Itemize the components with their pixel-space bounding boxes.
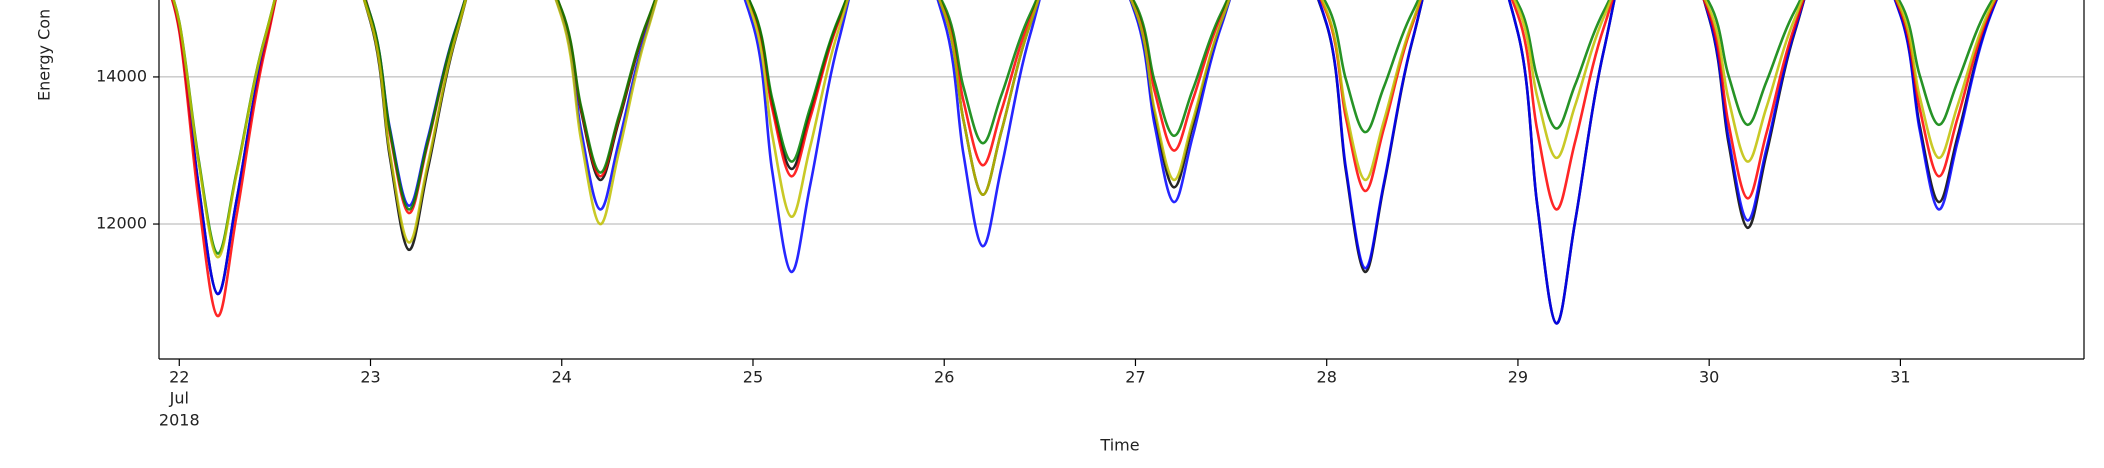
x-tick-label: 31	[1890, 368, 1910, 387]
x-axis-label: Time	[1099, 436, 1139, 455]
series-line	[172, 0, 1996, 259]
series-line	[171, 0, 1998, 325]
x-tick-label: 29	[1508, 368, 1528, 387]
series-line	[172, 0, 1994, 255]
plot-area	[170, 0, 1998, 325]
grid	[159, 76, 2084, 225]
x-tick-year: 2018	[159, 411, 200, 430]
series-line	[170, 0, 1997, 318]
y-axis-label: Energy Con	[35, 9, 54, 101]
y-tick-label: 12000	[96, 214, 147, 233]
x-tick-label: 28	[1317, 368, 1337, 387]
x-tick-label: 25	[743, 368, 763, 387]
x-tick-month: Jul	[169, 389, 189, 408]
y-tick-label: 14000	[96, 66, 147, 85]
axes	[153, 0, 2085, 366]
series-line	[171, 0, 1998, 325]
x-tick-label: 27	[1125, 368, 1145, 387]
x-tick-label: 24	[552, 368, 572, 387]
x-tick-label: 26	[934, 368, 954, 387]
x-tick-label: 23	[360, 368, 380, 387]
x-tick-label: 22	[169, 368, 189, 387]
x-tick-label: 30	[1699, 368, 1719, 387]
